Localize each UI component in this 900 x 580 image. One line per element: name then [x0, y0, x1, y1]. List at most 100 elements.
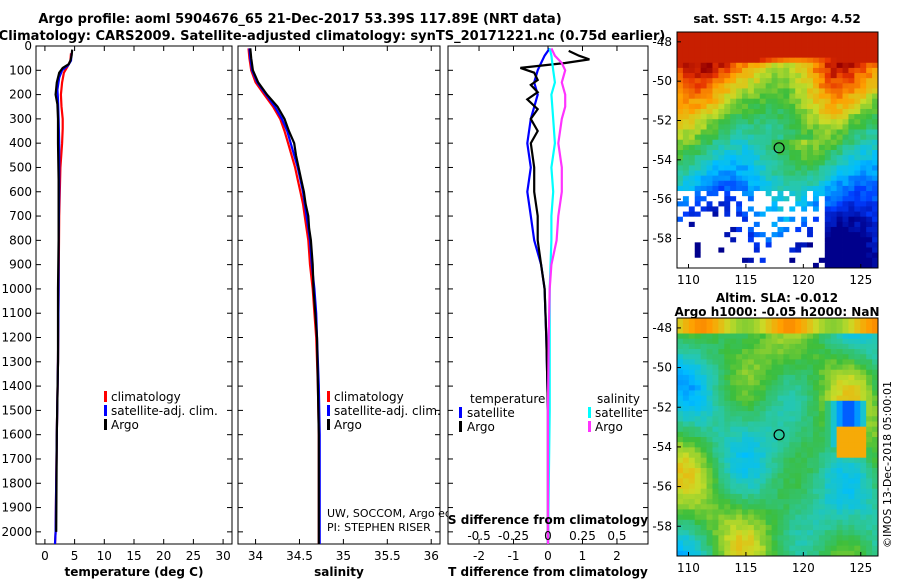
- sla_map-cell: [718, 462, 725, 469]
- sst_map-cell: [842, 242, 849, 248]
- sla_map-cell: [854, 405, 861, 412]
- sla_map-cell: [830, 426, 838, 433]
- depth-tick-label: 400: [9, 136, 32, 150]
- sla_map-cell: [848, 462, 855, 469]
- sla_map-cell: [824, 493, 832, 500]
- sst_map-cell: [830, 73, 838, 79]
- sla_map-cell: [753, 411, 761, 417]
- sla_map-cell: [836, 524, 843, 531]
- sla_map-cell: [742, 364, 749, 371]
- sst_map-cell: [848, 170, 855, 177]
- sst_map-cell: [736, 196, 743, 202]
- sst_map-cell: [753, 221, 761, 228]
- sst_map-cell: [706, 185, 713, 192]
- sst_map-cell: [836, 78, 843, 84]
- depth-tick-label: 0: [24, 39, 32, 53]
- sst_map-cell: [795, 242, 802, 248]
- sla_map-cell: [795, 509, 802, 515]
- sst_map-cell: [830, 119, 838, 125]
- sst_map-cell: [824, 175, 832, 182]
- sst_map-cell: [724, 114, 731, 120]
- sla_map-cell: [789, 411, 796, 417]
- sst_map-cell: [730, 88, 737, 94]
- sst_map-cell: [777, 108, 784, 115]
- sst_map-cell: [842, 201, 849, 207]
- sla_map-cell: [771, 364, 778, 371]
- sla_map-cell: [801, 535, 808, 541]
- sla_map-cell: [818, 359, 826, 365]
- sst_map-cell: [765, 73, 772, 79]
- sla_map-cell: [688, 364, 696, 371]
- sla_map-cell: [759, 514, 767, 521]
- sst_map-cell: [718, 78, 725, 84]
- sst_map-cell: [694, 32, 702, 38]
- sla_map-cell: [736, 509, 743, 515]
- sla_map-cell: [677, 354, 684, 360]
- sst_map-cell: [712, 185, 719, 192]
- sst_map-cell: [718, 103, 725, 110]
- sla_map-cell: [747, 411, 755, 417]
- sla_map-cell: [830, 535, 838, 541]
- sst_map-cell: [818, 134, 826, 141]
- sst_map-cell: [759, 216, 767, 223]
- sla_map-cell: [700, 338, 707, 345]
- sst_map-cell: [854, 257, 861, 264]
- sst_map-cell: [872, 144, 879, 151]
- sla_map-cell: [872, 390, 879, 396]
- sst_map-cell: [866, 226, 873, 233]
- sst_map-cell: [836, 114, 843, 120]
- sla_map-cell: [694, 447, 702, 453]
- sst_map-cell: [682, 83, 690, 89]
- sst_map-cell: [795, 57, 802, 64]
- sst_map-cell: [742, 88, 749, 94]
- sla_map-cell: [771, 395, 778, 402]
- sla_map-cell: [771, 457, 778, 464]
- sla_map-cell: [783, 462, 790, 469]
- sst_map-cell: [866, 114, 873, 120]
- sla_map-cell: [736, 369, 743, 376]
- sla_map-cell: [694, 416, 702, 422]
- sla_map-cell: [783, 431, 790, 438]
- sla_map-cell: [759, 364, 767, 371]
- sst_map-cell: [742, 32, 749, 38]
- sst_map-cell: [712, 52, 719, 59]
- sla_map-cell: [736, 354, 743, 360]
- sla_map-cell: [795, 369, 802, 376]
- sst_map-cell: [736, 211, 743, 218]
- sla_map-cell: [866, 442, 873, 448]
- sst_map-cell: [730, 185, 737, 192]
- sla_map-cell: [872, 504, 879, 510]
- sla_map-cell: [854, 488, 861, 495]
- sst_map-cell: [730, 57, 737, 64]
- sla_map-cell: [836, 343, 843, 350]
- sst_map-cell: [854, 206, 861, 212]
- sst_map-cell: [777, 67, 784, 74]
- sst_map-cell: [759, 191, 767, 197]
- sst_map-cell: [765, 160, 772, 166]
- sst_map-cell: [706, 211, 713, 218]
- sla_map-cell: [747, 524, 755, 531]
- sla_map-cell: [860, 530, 867, 536]
- sla_map-cell: [860, 499, 867, 505]
- sst_map-cell: [872, 119, 879, 125]
- sst_map-cell: [742, 108, 749, 115]
- sla_map-cell: [854, 535, 861, 541]
- sst_map-cell: [747, 88, 755, 94]
- sla_map-cell: [730, 400, 737, 407]
- sst_map-cell: [824, 196, 832, 202]
- sst_map-cell: [789, 155, 796, 161]
- sst_map-cell: [753, 139, 761, 146]
- sst_map-cell: [718, 262, 725, 269]
- sst_map-cell: [795, 257, 802, 264]
- sst_map-cell: [706, 257, 713, 264]
- sla_map-cell: [777, 405, 784, 412]
- sst_map-cell: [718, 144, 725, 151]
- sst_map-cell: [818, 114, 826, 120]
- sst_map-cell: [854, 103, 861, 110]
- sst_map-cell: [700, 165, 707, 171]
- sla_map-cell: [830, 524, 838, 531]
- sla_map-cell: [724, 499, 731, 505]
- depth-tick-label: 1400: [1, 379, 32, 393]
- sla_map-cell: [842, 421, 849, 428]
- sst_map-cell: [866, 211, 873, 218]
